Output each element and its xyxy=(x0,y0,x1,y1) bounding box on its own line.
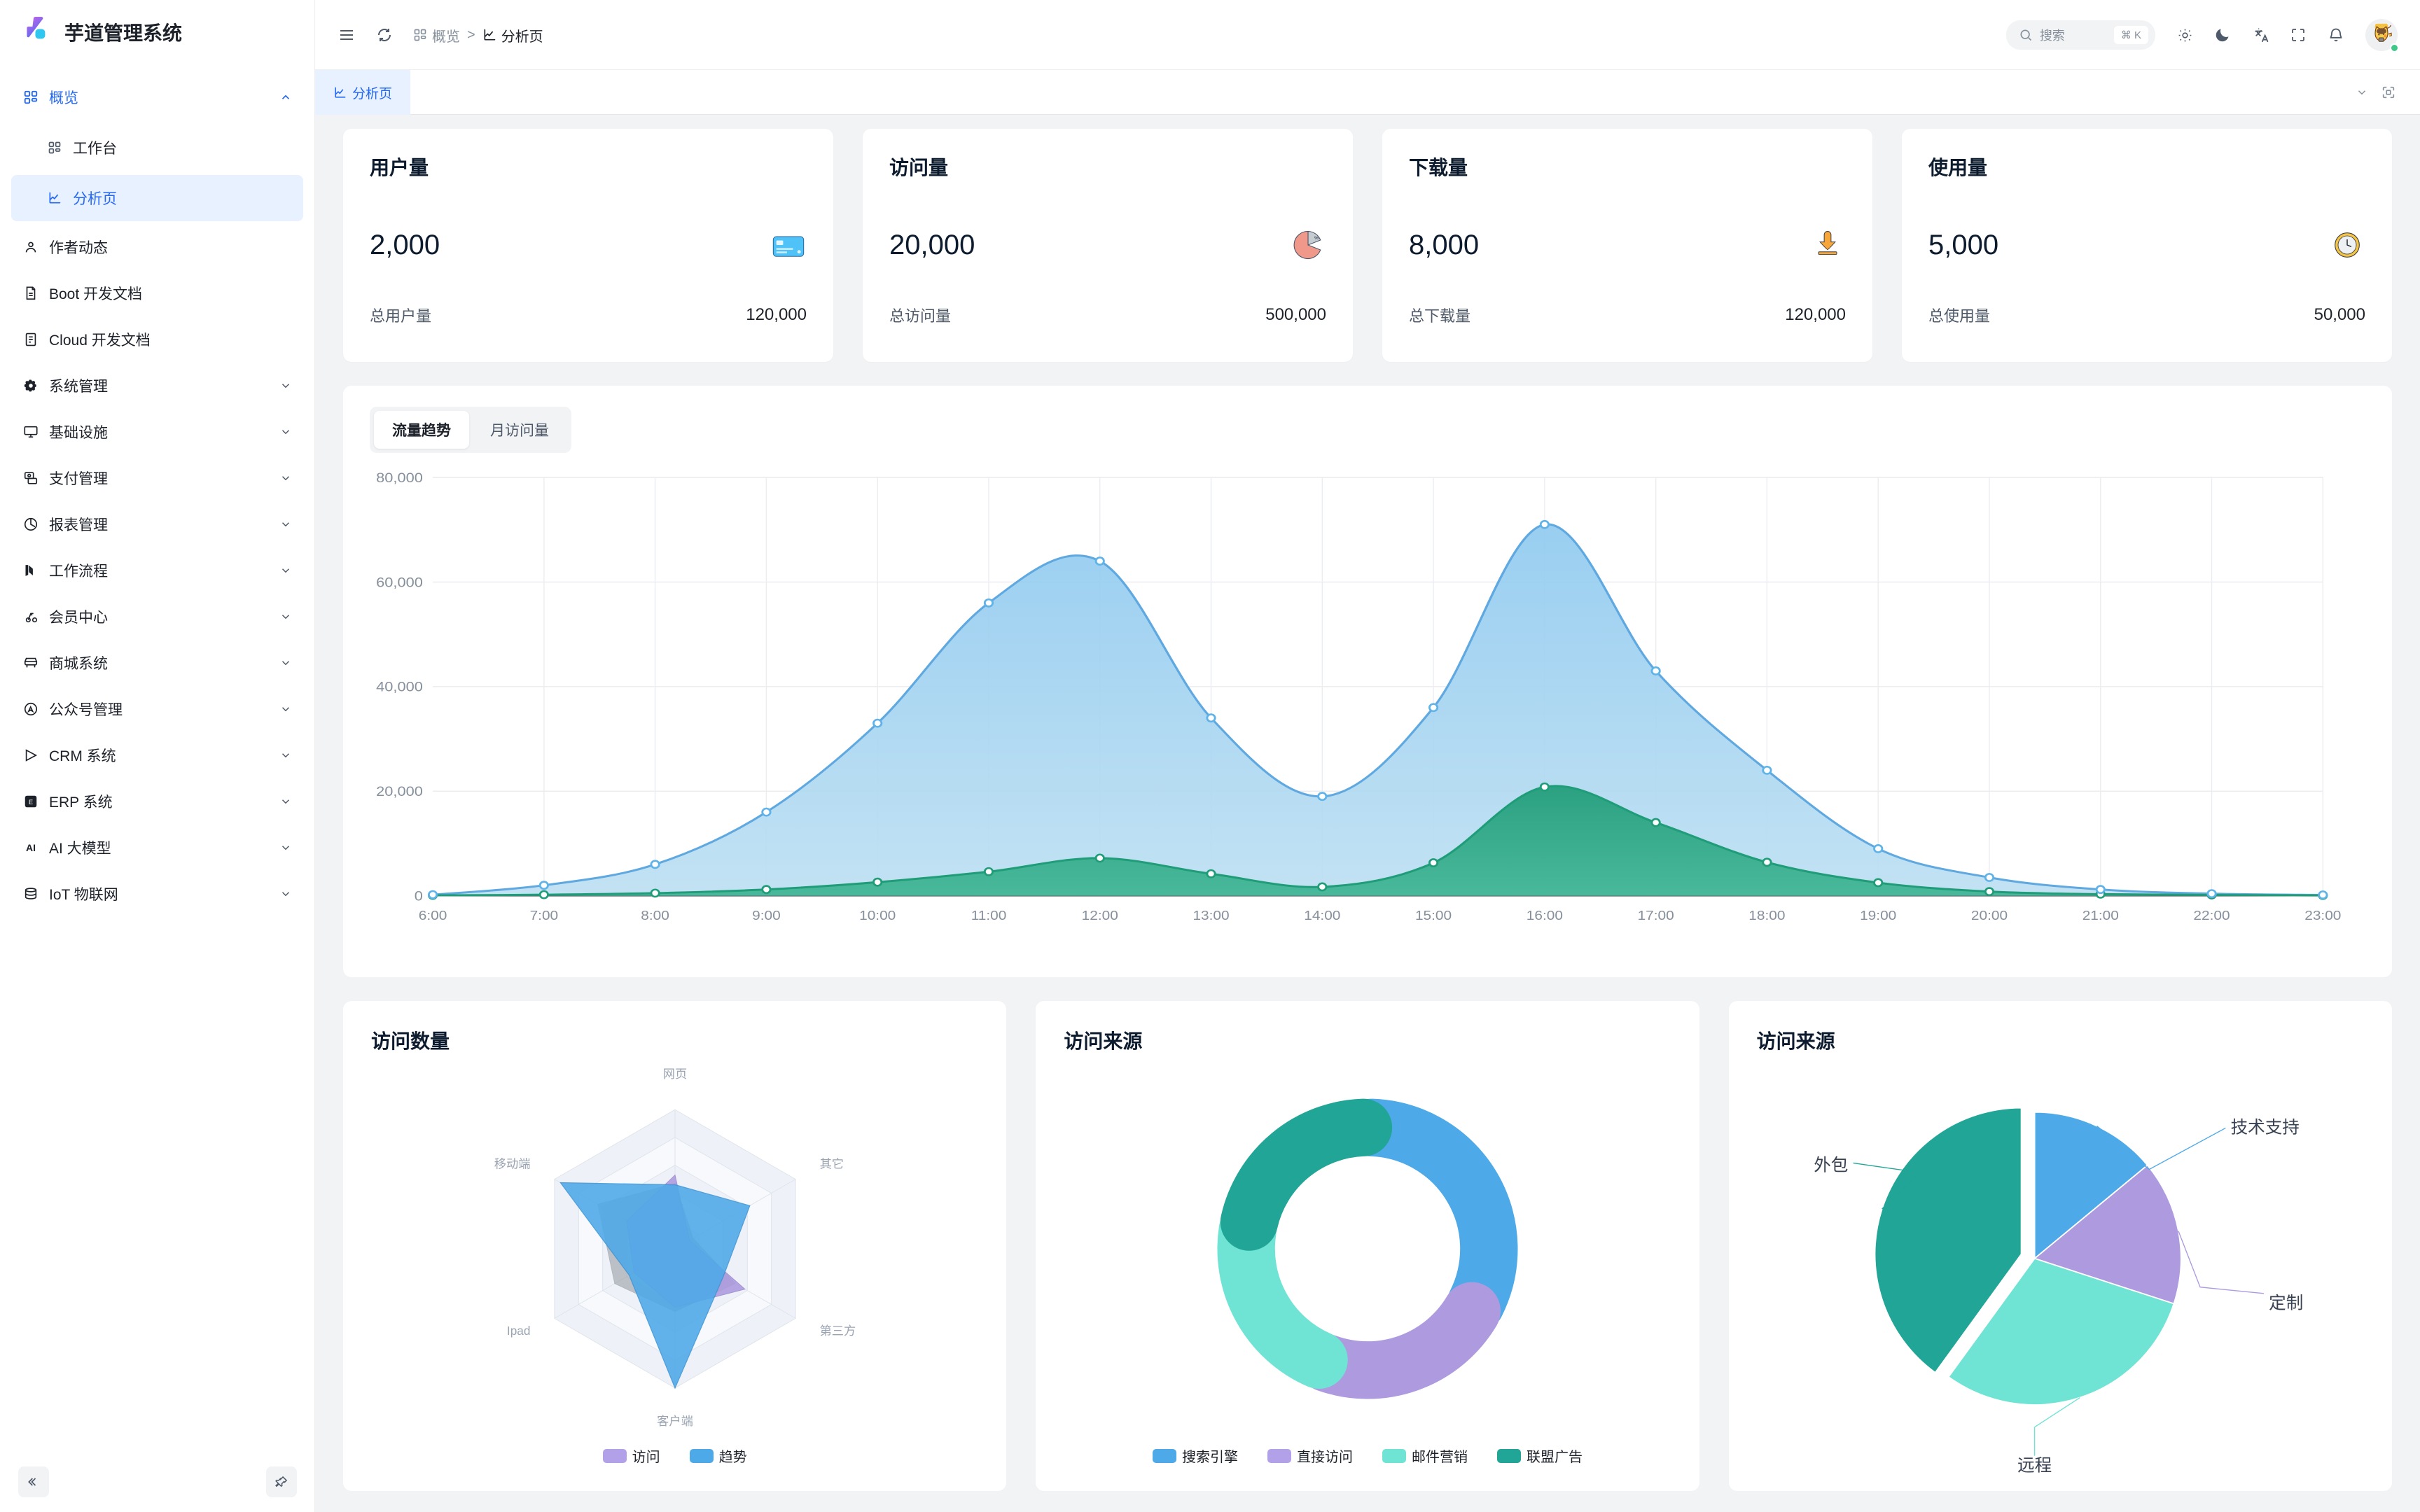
svg-text:外包: 外包 xyxy=(1814,1155,1849,1175)
svg-text:客户端: 客户端 xyxy=(657,1413,693,1427)
svg-text:7:00: 7:00 xyxy=(530,909,559,923)
svg-text:其它: 其它 xyxy=(819,1156,843,1170)
svg-text:17:00: 17:00 xyxy=(1638,909,1674,923)
svg-text:E: E xyxy=(29,799,33,806)
svg-text:9:00: 9:00 xyxy=(752,909,781,923)
svg-text:10:00: 10:00 xyxy=(859,909,896,923)
svg-text:%: % xyxy=(1314,236,1319,241)
svg-text:60,000: 60,000 xyxy=(376,575,423,590)
svg-text:8:00: 8:00 xyxy=(641,909,669,923)
svg-text:12:00: 12:00 xyxy=(1082,909,1118,923)
svg-text:远程: 远程 xyxy=(2017,1455,2052,1475)
svg-text:定制: 定制 xyxy=(2269,1294,2303,1313)
svg-text:11:00: 11:00 xyxy=(971,909,1007,923)
svg-text:Ipad: Ipad xyxy=(507,1324,531,1338)
svg-text:19:00: 19:00 xyxy=(1860,909,1896,923)
svg-text:16:00: 16:00 xyxy=(1527,909,1563,923)
svg-text:移动端: 移动端 xyxy=(494,1156,530,1170)
svg-text:22:00: 22:00 xyxy=(2193,909,2230,923)
svg-text:18:00: 18:00 xyxy=(1748,909,1785,923)
svg-text:40,000: 40,000 xyxy=(376,680,423,695)
svg-text:23:00: 23:00 xyxy=(2304,909,2341,923)
svg-text:14:00: 14:00 xyxy=(1304,909,1340,923)
svg-text:80,000: 80,000 xyxy=(376,470,423,486)
svg-text:技术支持: 技术支持 xyxy=(2231,1118,2300,1138)
svg-text:20,000: 20,000 xyxy=(376,784,423,799)
svg-text:13:00: 13:00 xyxy=(1192,909,1229,923)
svg-text:6:00: 6:00 xyxy=(419,909,447,923)
svg-text:第三方: 第三方 xyxy=(819,1324,856,1338)
svg-text:20:00: 20:00 xyxy=(1971,909,2008,923)
svg-text:网页: 网页 xyxy=(662,1067,686,1081)
svg-text:15:00: 15:00 xyxy=(1415,909,1452,923)
svg-text:21:00: 21:00 xyxy=(2082,909,2119,923)
svg-text:0: 0 xyxy=(415,888,423,904)
